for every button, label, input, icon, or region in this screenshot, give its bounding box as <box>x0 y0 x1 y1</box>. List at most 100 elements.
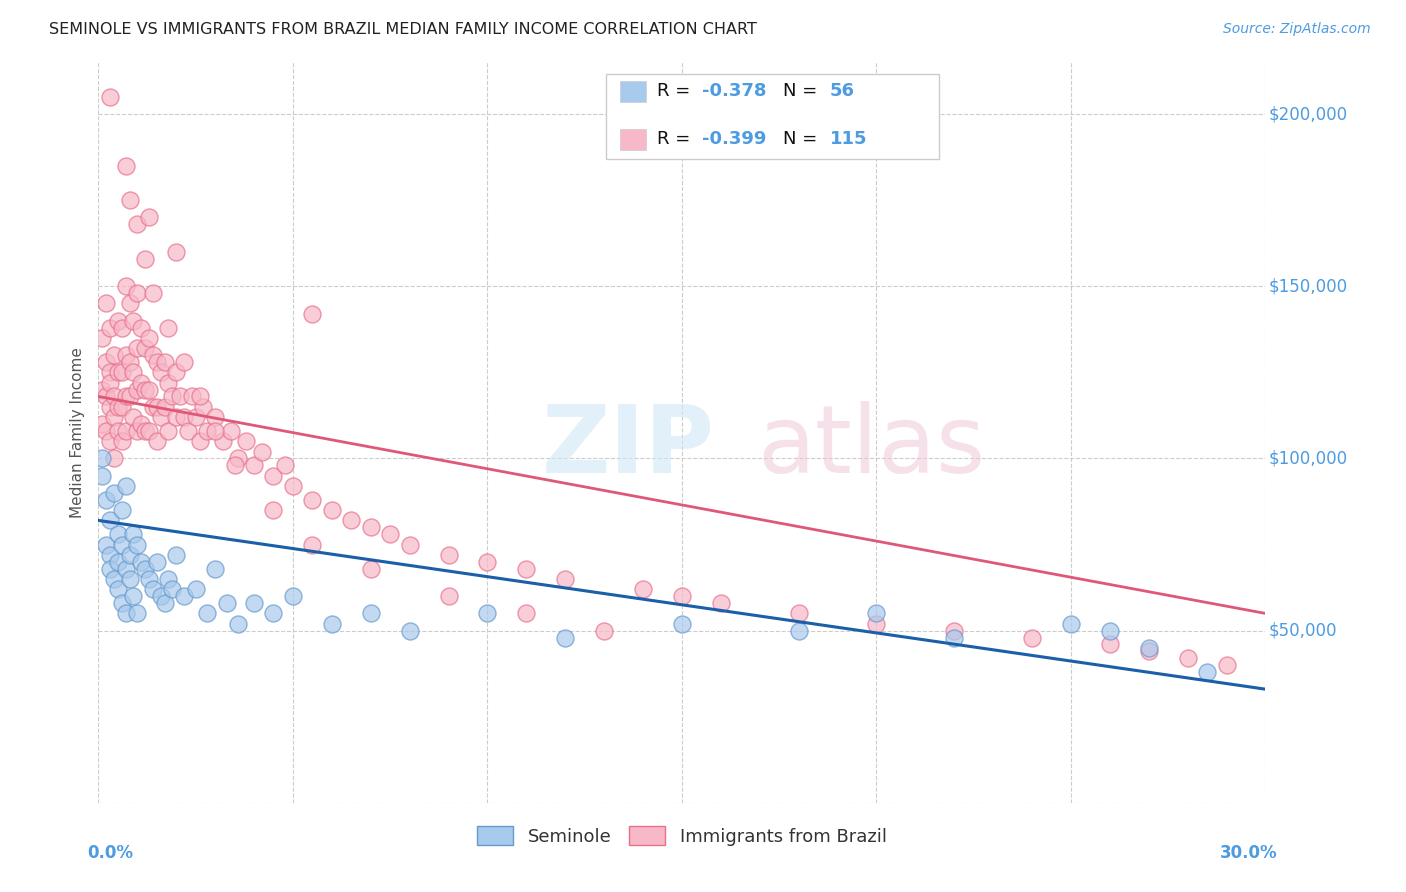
Point <box>184 582 207 597</box>
Legend: Seminole, Immigrants from Brazil: Seminole, Immigrants from Brazil <box>470 819 894 853</box>
Text: R =: R = <box>658 130 696 148</box>
Point <box>165 548 187 562</box>
Text: 56: 56 <box>830 82 855 100</box>
Point <box>787 607 810 621</box>
Point <box>107 527 129 541</box>
Point <box>96 424 118 438</box>
Text: ZIP: ZIP <box>541 401 714 493</box>
Point <box>122 365 145 379</box>
Point <box>631 582 654 597</box>
Point <box>114 389 136 403</box>
Point <box>153 400 176 414</box>
Text: $50,000: $50,000 <box>1268 622 1337 640</box>
Text: Source: ZipAtlas.com: Source: ZipAtlas.com <box>1223 22 1371 37</box>
Point <box>91 331 114 345</box>
Point <box>228 616 250 631</box>
Point <box>114 424 136 438</box>
Point <box>301 307 323 321</box>
Point <box>91 468 114 483</box>
Point <box>103 348 125 362</box>
Point <box>188 434 211 449</box>
Point <box>111 400 134 414</box>
Point <box>98 548 121 562</box>
Point <box>129 376 152 390</box>
Point <box>107 365 129 379</box>
Point <box>129 417 152 431</box>
Point <box>149 589 172 603</box>
Point <box>107 424 129 438</box>
Point <box>515 607 537 621</box>
Point <box>195 607 218 621</box>
Point <box>146 555 169 569</box>
Point <box>107 582 129 597</box>
Text: R =: R = <box>658 82 696 100</box>
Point <box>215 596 238 610</box>
Point <box>98 365 121 379</box>
Point <box>228 451 250 466</box>
Point <box>96 537 118 551</box>
Point <box>360 520 382 534</box>
Point <box>173 589 195 603</box>
Point <box>398 537 420 551</box>
Point <box>1137 640 1160 655</box>
Point <box>204 424 226 438</box>
Point <box>321 616 343 631</box>
FancyBboxPatch shape <box>620 129 645 150</box>
Point <box>157 572 180 586</box>
Point <box>243 458 266 473</box>
Text: N =: N = <box>783 130 824 148</box>
Point <box>162 582 184 597</box>
Point <box>1098 624 1121 638</box>
Text: $100,000: $100,000 <box>1268 450 1348 467</box>
Point <box>262 468 284 483</box>
Point <box>98 90 121 104</box>
Point <box>98 513 121 527</box>
Point <box>134 252 156 266</box>
Point <box>671 589 693 603</box>
Text: N =: N = <box>783 82 824 100</box>
Point <box>127 537 149 551</box>
Point <box>127 383 149 397</box>
Point <box>477 607 499 621</box>
Point <box>1021 631 1043 645</box>
Point <box>219 424 242 438</box>
Point <box>321 503 343 517</box>
Point <box>138 424 160 438</box>
Point <box>122 410 145 425</box>
Point <box>134 383 156 397</box>
Point <box>1137 644 1160 658</box>
Point <box>118 296 141 310</box>
Point <box>865 607 887 621</box>
Text: 115: 115 <box>830 130 868 148</box>
Point <box>157 424 180 438</box>
Point <box>118 193 141 207</box>
Point <box>142 286 165 301</box>
Point <box>193 400 215 414</box>
Point <box>224 458 246 473</box>
Point <box>146 355 169 369</box>
Point <box>103 572 125 586</box>
Point <box>134 424 156 438</box>
Point <box>1060 616 1083 631</box>
Point <box>142 582 165 597</box>
Point <box>103 389 125 403</box>
Point <box>111 365 134 379</box>
Point <box>138 331 160 345</box>
Point <box>1195 665 1218 679</box>
Point <box>98 561 121 575</box>
Point <box>107 400 129 414</box>
Point <box>96 355 118 369</box>
Point <box>149 365 172 379</box>
Point <box>114 348 136 362</box>
Text: -0.399: -0.399 <box>702 130 766 148</box>
Point <box>127 341 149 355</box>
Point <box>204 561 226 575</box>
Point <box>127 424 149 438</box>
Point <box>98 376 121 390</box>
Point <box>96 389 118 403</box>
Point <box>177 424 200 438</box>
Text: SEMINOLE VS IMMIGRANTS FROM BRAZIL MEDIAN FAMILY INCOME CORRELATION CHART: SEMINOLE VS IMMIGRANTS FROM BRAZIL MEDIA… <box>49 22 756 37</box>
Point <box>165 365 187 379</box>
Point <box>188 389 211 403</box>
Point <box>127 286 149 301</box>
